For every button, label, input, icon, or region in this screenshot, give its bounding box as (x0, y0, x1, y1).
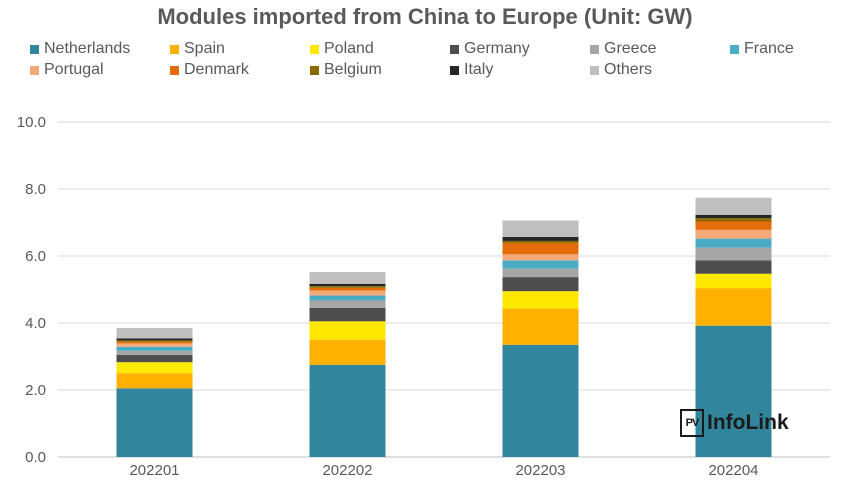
legend-swatch (730, 44, 739, 54)
legend-label: Denmark (184, 61, 249, 78)
legend-swatch (590, 44, 599, 54)
y-tick-label: 10.0 (17, 114, 46, 131)
bar-segment-others (695, 197, 772, 215)
bar-segment-france (695, 238, 772, 248)
y-tick-label: 4.0 (25, 315, 46, 332)
legend-label: Greece (604, 40, 657, 57)
bar-segment-netherlands (116, 388, 193, 457)
legend-label: Netherlands (44, 40, 131, 57)
bar-segment-spain (695, 288, 772, 326)
legend-swatch (30, 44, 39, 54)
logo-text: InfoLink (707, 411, 789, 434)
bar-segment-greece (695, 247, 772, 261)
bar-segment-belgium (502, 240, 579, 243)
bar-segment-belgium (695, 218, 772, 222)
bar-segment-denmark (309, 287, 386, 291)
bar-segment-spain (502, 308, 579, 345)
legend-swatch (590, 65, 599, 75)
bar-segment-france (116, 346, 193, 351)
legend-swatch (30, 65, 39, 75)
legend-label: France (744, 40, 794, 57)
y-tick-label: 6.0 (25, 248, 46, 265)
bar-segment-portugal (116, 343, 193, 347)
legend-label: Others (604, 61, 653, 78)
legend-item-netherlands: Netherlands (30, 40, 130, 58)
legend-label: Italy (464, 61, 494, 78)
legend-swatch (450, 44, 459, 54)
legend-swatch (170, 65, 179, 75)
bar-segment-italy (695, 214, 772, 219)
pv-badge-icon: PV (680, 409, 704, 437)
bar-segment-portugal (695, 229, 772, 239)
y-tick-label: 0.0 (25, 449, 46, 466)
bar-segment-poland (309, 321, 386, 340)
legend-item-germany: Germany (450, 40, 530, 58)
bar-segment-denmark (502, 242, 579, 255)
x-tick-label: 202201 (129, 462, 179, 479)
bar-segment-italy (116, 338, 193, 341)
bar-segment-italy (502, 236, 579, 241)
bar-segment-others (116, 328, 193, 339)
bar-segment-germany (695, 260, 772, 274)
bar-segment-denmark (695, 221, 772, 230)
x-tick-label: 202203 (515, 462, 565, 479)
bar-segment-belgium (116, 340, 193, 342)
legend-item-france: France (730, 40, 794, 58)
bar-segment-greece (309, 300, 386, 308)
bar-segment-germany (116, 354, 193, 363)
bar-segment-spain (116, 373, 193, 389)
bar-segment-netherlands (502, 344, 579, 457)
bar-segment-portugal (309, 290, 386, 296)
legend-label: Portugal (44, 61, 104, 78)
bar-segment-netherlands (309, 364, 386, 457)
y-tick-label: 2.0 (25, 382, 46, 399)
legend-item-others: Others (590, 61, 652, 79)
bar-segment-portugal (502, 254, 579, 261)
legend-item-spain: Spain (170, 40, 225, 58)
bar-segment-denmark (116, 341, 193, 344)
bar-segment-germany (309, 307, 386, 322)
bar-segment-others (309, 272, 386, 284)
bar-segment-spain (309, 339, 386, 365)
legend-item-poland: Poland (310, 40, 374, 58)
x-tick-label: 202204 (708, 462, 758, 479)
legend-swatch (170, 44, 179, 54)
legend-item-portugal: Portugal (30, 61, 104, 79)
legend-item-italy: Italy (450, 61, 493, 79)
bar-segment-others (502, 220, 579, 237)
bar-segment-italy (309, 283, 386, 287)
bar-segment-poland (695, 273, 772, 289)
bar-segment-netherlands (695, 325, 772, 457)
legend-label: Germany (464, 40, 530, 57)
bar-segment-france (309, 295, 386, 301)
bar-segment-poland (116, 362, 193, 374)
legend-item-denmark: Denmark (170, 61, 249, 79)
chart-title: Modules imported from China to Europe (U… (157, 4, 693, 29)
infolink-logo: PV InfoLink (680, 409, 789, 437)
legend-item-belgium: Belgium (310, 61, 382, 79)
legend-swatch (310, 44, 319, 54)
y-tick-label: 8.0 (25, 181, 46, 198)
legend-label: Belgium (324, 61, 382, 78)
legend-swatch (450, 65, 459, 75)
bar-segment-greece (116, 350, 193, 355)
bar-segment-france (502, 260, 579, 269)
legend-swatch (310, 65, 319, 75)
legend-label: Spain (184, 40, 225, 57)
bar-segment-germany (502, 277, 579, 292)
legend-label: Poland (324, 40, 374, 57)
legend-item-greece: Greece (590, 40, 656, 58)
bar-segment-poland (502, 291, 579, 309)
bar-segment-belgium (309, 286, 386, 288)
bar-segment-greece (502, 268, 579, 278)
x-tick-label: 202202 (322, 462, 372, 479)
